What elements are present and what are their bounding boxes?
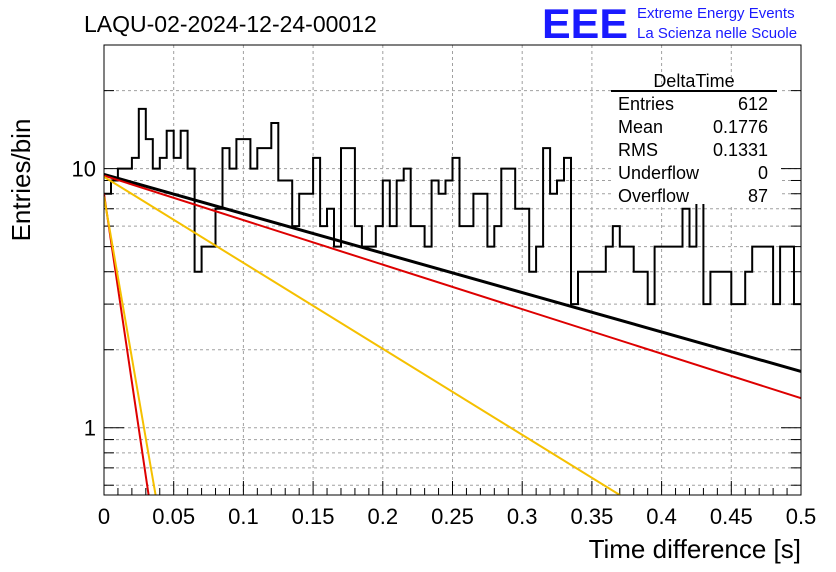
x-tick-label: 0.1 bbox=[228, 504, 259, 529]
stats-mean-value: 0.1776 bbox=[713, 117, 768, 137]
y-tick-label: 1 bbox=[84, 416, 96, 441]
stats-rms-label: RMS bbox=[618, 140, 658, 160]
x-tick-label: 0.5 bbox=[786, 504, 817, 529]
x-tick-label: 0.45 bbox=[710, 504, 753, 529]
stats-entries-label: Entries bbox=[618, 94, 674, 114]
x-tick-label: 0.4 bbox=[646, 504, 677, 529]
y-axis-title: Entries/bin bbox=[6, 119, 36, 242]
axis-ticks bbox=[103, 44, 802, 495]
stats-box: DeltaTime Entries 612 Mean 0.1776 RMS 0.… bbox=[611, 71, 779, 206]
x-tick-label: 0.2 bbox=[368, 504, 399, 529]
x-axis-title: Time difference [s] bbox=[589, 534, 801, 564]
x-tick-label: 0 bbox=[98, 504, 110, 529]
stats-entries-value: 612 bbox=[738, 94, 768, 114]
stats-underflow-label: Underflow bbox=[618, 163, 700, 183]
x-tick-label: 0.25 bbox=[431, 504, 474, 529]
stats-overflow-label: Overflow bbox=[618, 186, 690, 206]
logo-line-1: Extreme Energy Events bbox=[637, 5, 795, 22]
plot-frame bbox=[103, 44, 802, 496]
fit-line bbox=[104, 196, 157, 495]
stats-underflow-value: 0 bbox=[758, 163, 768, 183]
x-tick-labels: 0 0.05 0.1 0.15 0.2 0.25 0.3 0.35 0.4 0.45 0.5 bbox=[98, 504, 816, 529]
x-tick-label: 0.05 bbox=[152, 504, 195, 529]
stats-mean-label: Mean bbox=[618, 117, 663, 137]
x-tick-label: 0.35 bbox=[570, 504, 613, 529]
eee-logo: EEE bbox=[542, 0, 628, 47]
x-tick-label: 0.3 bbox=[507, 504, 538, 529]
fit-line bbox=[104, 175, 621, 495]
stats-overflow-value: 87 bbox=[748, 186, 768, 206]
fit-line bbox=[104, 174, 801, 400]
run-title: LAQU-02-2024-12-24-00012 bbox=[84, 11, 377, 37]
histogram-outline bbox=[104, 107, 801, 306]
histogram bbox=[104, 107, 801, 306]
stats-box-title: DeltaTime bbox=[653, 71, 734, 91]
logo-line-2: La Scienza nelle Scuole bbox=[637, 25, 797, 42]
y-tick-labels: 1 10 bbox=[72, 157, 96, 441]
fit-curves bbox=[104, 172, 801, 495]
x-tick-label: 0.15 bbox=[292, 504, 335, 529]
y-tick-label: 10 bbox=[72, 157, 96, 182]
fit-line bbox=[104, 172, 801, 373]
stats-rms-value: 0.1331 bbox=[713, 140, 768, 160]
stats-box-background bbox=[611, 84, 779, 204]
